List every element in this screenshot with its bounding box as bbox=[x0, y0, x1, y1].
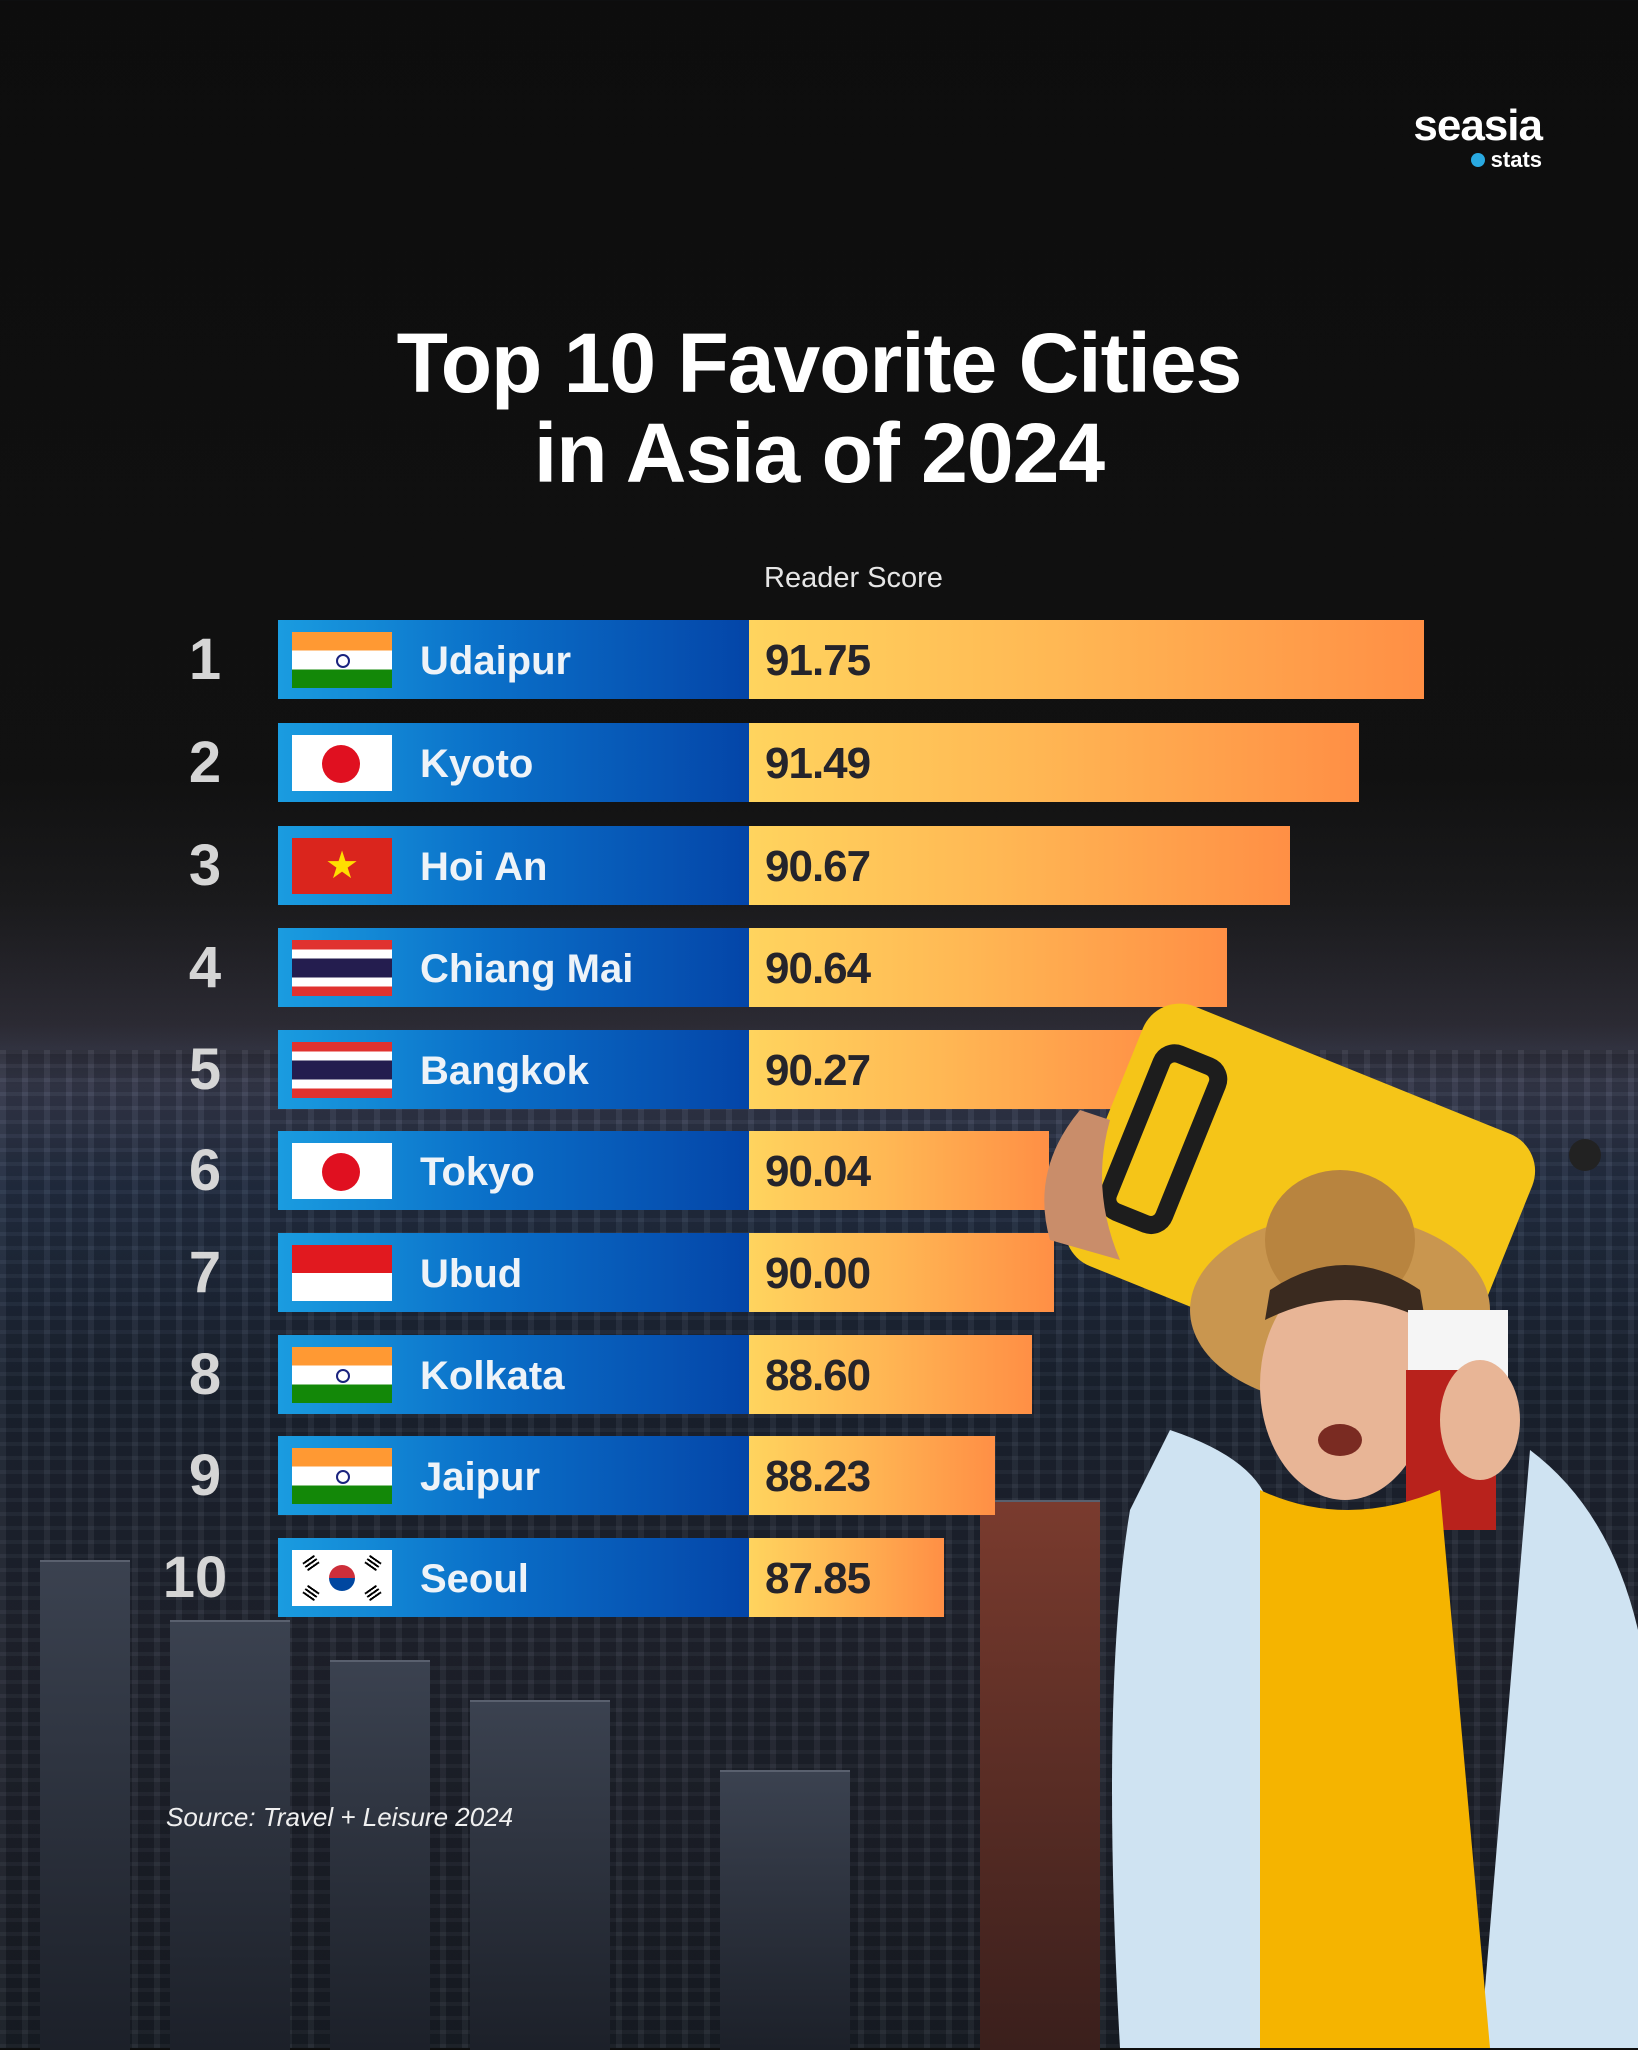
chart-row: 10 Seoul 87.85 bbox=[0, 1538, 1638, 1617]
score-bar: 90.00 bbox=[749, 1233, 1054, 1312]
rank-number: 2 bbox=[188, 730, 222, 795]
building-decoration bbox=[40, 1560, 130, 2050]
score-value: 88.60 bbox=[765, 1351, 871, 1400]
rank-number: 3 bbox=[188, 833, 222, 898]
indonesia-flag-icon bbox=[292, 1245, 392, 1301]
city-name: Ubud bbox=[420, 1252, 523, 1296]
city-bar: Kolkata bbox=[278, 1335, 749, 1414]
chart-row: 4 Chiang Mai 90.64 bbox=[0, 928, 1638, 1007]
city-bar: Bangkok bbox=[278, 1030, 749, 1109]
rank-number: 9 bbox=[188, 1443, 222, 1508]
building-decoration bbox=[330, 1660, 430, 2050]
india-flag-icon bbox=[292, 1448, 392, 1504]
building-decoration bbox=[980, 1500, 1100, 2050]
city-bar: Udaipur bbox=[278, 620, 749, 699]
india-flag-icon bbox=[292, 1347, 392, 1403]
score-bar: 90.04 bbox=[749, 1131, 1049, 1210]
score-value: 91.75 bbox=[765, 636, 871, 685]
thailand-flag-icon bbox=[292, 1042, 392, 1098]
city-bar: Seoul bbox=[278, 1538, 749, 1617]
city-name: Kyoto bbox=[420, 742, 534, 786]
japan-flag-icon bbox=[292, 735, 392, 791]
score-bar: 88.23 bbox=[749, 1436, 995, 1515]
score-bar: 90.27 bbox=[749, 1030, 1169, 1109]
score-value: 90.64 bbox=[765, 944, 871, 993]
japan-flag-icon bbox=[292, 1143, 392, 1199]
score-value: 90.04 bbox=[765, 1147, 871, 1196]
city-name: Hoi An bbox=[420, 845, 548, 889]
rank-number: 8 bbox=[188, 1342, 222, 1407]
score-bar: 88.60 bbox=[749, 1335, 1032, 1414]
rank-number: 1 bbox=[188, 627, 222, 692]
rank-number: 7 bbox=[188, 1240, 222, 1305]
score-value: 90.27 bbox=[765, 1046, 871, 1095]
logo-sub: stats bbox=[1490, 147, 1542, 172]
chart-row: 6 Tokyo 90.04 bbox=[0, 1131, 1638, 1210]
india-flag-icon bbox=[292, 632, 392, 688]
rank-number: 6 bbox=[188, 1138, 222, 1203]
score-bar: 91.49 bbox=[749, 723, 1359, 802]
south-korea-flag-icon bbox=[292, 1550, 392, 1606]
rank-number: 4 bbox=[188, 935, 222, 1000]
city-name: Bangkok bbox=[420, 1049, 589, 1093]
score-value: 88.23 bbox=[765, 1452, 871, 1501]
score-bar: 91.75 bbox=[749, 620, 1424, 699]
score-bar: 87.85 bbox=[749, 1538, 944, 1617]
source-note: Source: Travel + Leisure 2024 bbox=[166, 1802, 514, 1832]
chart-row: 1 Udaipur 91.75 bbox=[0, 620, 1638, 699]
score-value: 91.49 bbox=[765, 739, 871, 788]
logo-brand: seasia bbox=[1413, 101, 1543, 150]
rank-number: 10 bbox=[162, 1545, 228, 1610]
axis-label: Reader Score bbox=[764, 562, 943, 594]
city-name: Tokyo bbox=[420, 1150, 535, 1194]
traveler-with-suitcase-illustration bbox=[1044, 1003, 1638, 2048]
city-bar: Kyoto bbox=[278, 723, 749, 802]
building-decoration bbox=[170, 1620, 290, 2050]
chart-row: 8 Kolkata 88.60 bbox=[0, 1335, 1638, 1414]
chart-row: 7 Ubud 90.00 bbox=[0, 1233, 1638, 1312]
city-bar: ★ Hoi An bbox=[278, 826, 749, 905]
city-name: Udaipur bbox=[420, 639, 572, 683]
thailand-flag-icon bbox=[292, 940, 392, 996]
city-bar: Chiang Mai bbox=[278, 928, 749, 1007]
city-name: Chiang Mai bbox=[420, 947, 634, 991]
chart-row: 3 ★ Hoi An 90.67 bbox=[0, 826, 1638, 905]
seasia-stats-logo: seasia stats bbox=[1413, 101, 1543, 172]
rank-number: 5 bbox=[188, 1037, 222, 1102]
vietnam-flag-icon: ★ bbox=[292, 838, 392, 894]
city-bar: Jaipur bbox=[278, 1436, 749, 1515]
chart-row: 5 Bangkok 90.27 bbox=[0, 1030, 1638, 1109]
chart-title: Top 10 Favorite Cities in Asia of 2024 bbox=[396, 316, 1243, 500]
chart-row: 9 Jaipur 88.23 bbox=[0, 1436, 1638, 1515]
building-decoration bbox=[470, 1700, 610, 2050]
city-name: Seoul bbox=[420, 1557, 529, 1601]
score-bar: 90.64 bbox=[749, 928, 1227, 1007]
score-value: 87.85 bbox=[765, 1554, 871, 1603]
city-bar: Tokyo bbox=[278, 1131, 749, 1210]
city-name: Jaipur bbox=[420, 1455, 541, 1499]
city-bar: Ubud bbox=[278, 1233, 749, 1312]
chart-row: 2 Kyoto 91.49 bbox=[0, 723, 1638, 802]
score-bar: 90.67 bbox=[749, 826, 1290, 905]
globe-icon bbox=[1470, 153, 1485, 167]
score-value: 90.00 bbox=[765, 1249, 871, 1298]
score-value: 90.67 bbox=[765, 842, 871, 891]
building-decoration bbox=[720, 1770, 850, 2050]
city-name: Kolkata bbox=[420, 1354, 565, 1398]
